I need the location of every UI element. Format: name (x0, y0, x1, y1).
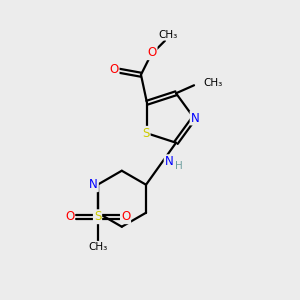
Text: CH₃: CH₃ (203, 78, 222, 88)
Text: H: H (175, 161, 183, 171)
Text: S: S (142, 127, 150, 140)
Text: CH₃: CH₃ (158, 30, 178, 40)
Text: O: O (121, 210, 130, 223)
Text: N: N (89, 178, 98, 191)
Text: N: N (165, 155, 173, 168)
Text: O: O (109, 63, 119, 76)
Text: N: N (190, 112, 200, 124)
Text: O: O (65, 210, 74, 223)
Text: O: O (147, 46, 157, 59)
Text: S: S (94, 210, 101, 223)
Text: CH₃: CH₃ (88, 242, 107, 252)
